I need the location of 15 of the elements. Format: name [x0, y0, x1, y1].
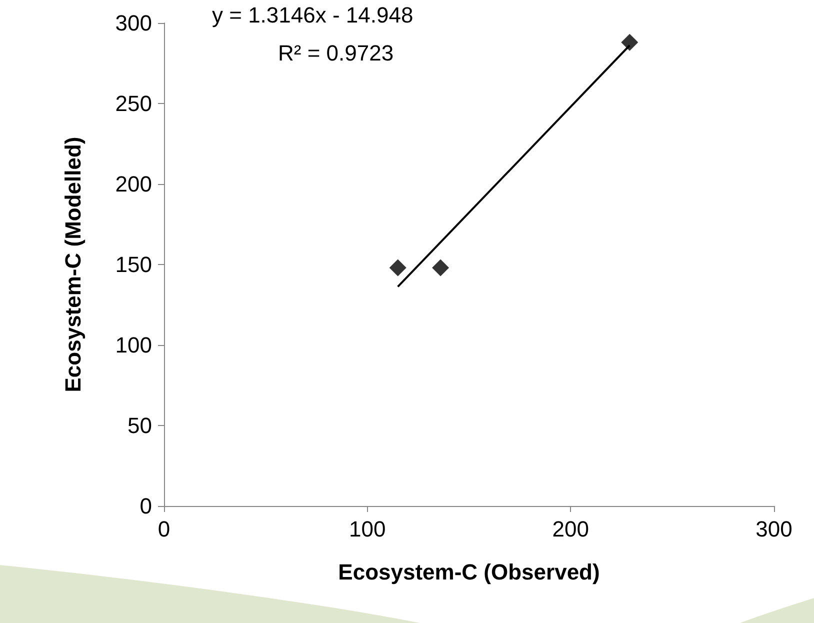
y-tick-label: 100 — [115, 332, 152, 358]
x-tick-label: 300 — [756, 516, 792, 542]
y-tick-label: 0 — [140, 494, 152, 518]
y-tick-label: 150 — [115, 252, 152, 277]
y-tick-label: 250 — [115, 91, 152, 116]
y-axis-title: Ecosystem-C (Modelled) — [60, 136, 86, 392]
x-axis-title: Ecosystem-C (Observed) — [338, 560, 600, 584]
annotation: R² = 0.9723 — [278, 40, 394, 66]
y-tick-label: 300 — [115, 10, 152, 36]
y-tick-label: 200 — [115, 172, 152, 196]
y-tick-label: 50 — [128, 413, 152, 438]
x-tick-label: 200 — [552, 516, 590, 542]
annotation: y = 1.3146x - 14.948 — [212, 2, 414, 28]
x-tick-label: 100 — [348, 516, 386, 542]
x-tick-label: 0 — [158, 516, 170, 542]
